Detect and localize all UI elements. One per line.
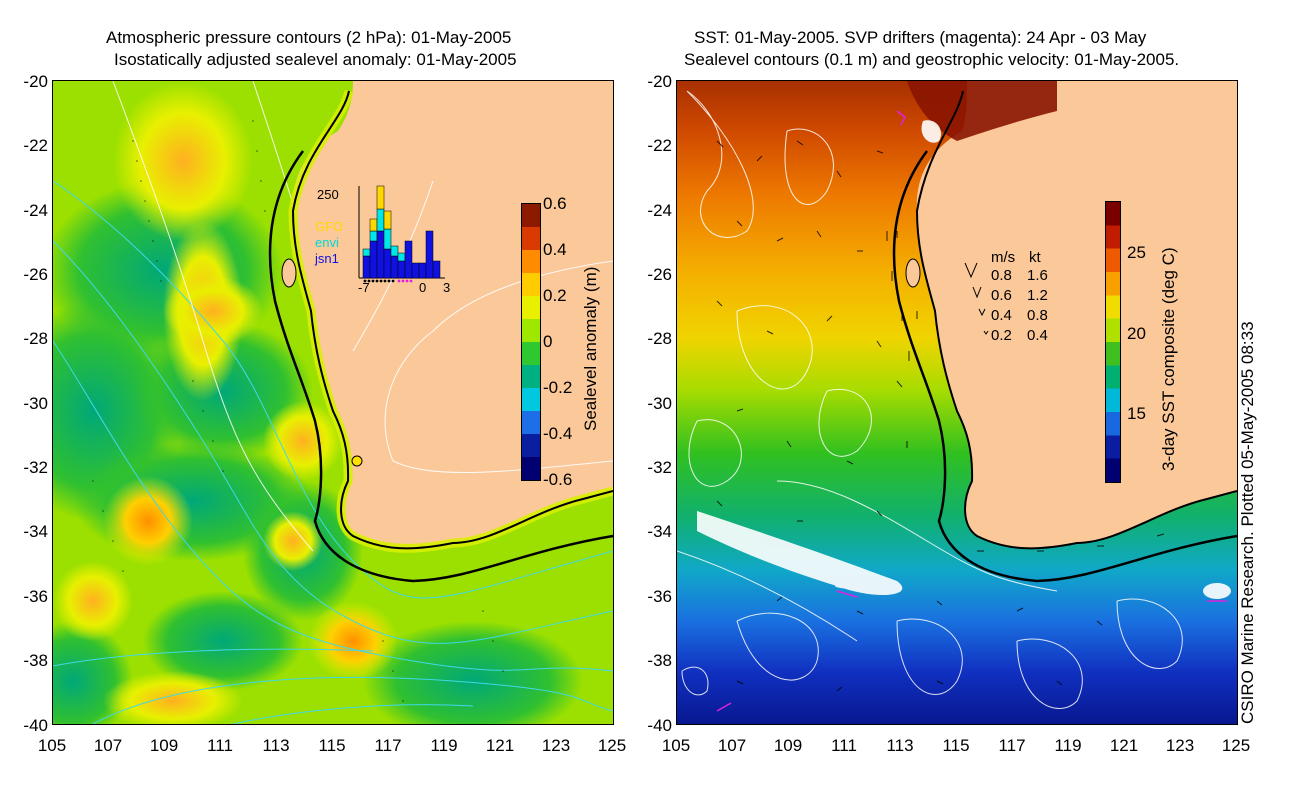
- right-colorbar-label: 3-day SST composite (deg C): [1159, 247, 1178, 471]
- velocity-legend-kt: 1.6: [1027, 267, 1048, 284]
- right-x-tick: 109: [773, 736, 803, 755]
- coastline: [291, 90, 613, 550]
- left-y-tick: -24: [23, 201, 48, 220]
- histogram-legend-jsn1: jsn1: [315, 251, 339, 266]
- left-colorbar-tick: -0.4: [543, 424, 573, 443]
- right-x-tick: 121: [1109, 736, 1139, 755]
- left-x-tick: 115: [318, 736, 346, 755]
- right-y-tick: -36: [647, 587, 672, 606]
- velocity-legend-header-ms: m/s: [991, 249, 1016, 266]
- right-title-line2: Sealevel contours (0.1 m) and geostrophi…: [684, 50, 1180, 69]
- left-x-tick: 123: [541, 736, 571, 755]
- right-x-tick: 113: [886, 736, 914, 755]
- histogram-y-label: 250: [317, 187, 339, 202]
- credit-text: CSIRO Marine Research. Plotted 05-May-20…: [1238, 321, 1257, 724]
- left-y-tick: -32: [23, 458, 48, 477]
- velocity-legend-ms: 0.6: [991, 287, 1012, 304]
- right-y-tick: -22: [647, 136, 672, 155]
- right-y-tick: -26: [647, 265, 672, 284]
- right-colorbar-tick: 25: [1127, 243, 1146, 262]
- observation-marker: [351, 455, 363, 467]
- velocity-legend-kt: 0.4: [1027, 327, 1048, 344]
- left-y-tick: -30: [23, 394, 48, 413]
- right-x-tick: 111: [831, 736, 857, 755]
- right-y-tick: -40: [647, 716, 672, 735]
- velocity-legend-ms: 0.2: [991, 327, 1012, 344]
- left-colorbar-tick: -0.2: [543, 378, 573, 397]
- histogram-x-tick: 0: [419, 280, 427, 295]
- right-x-tick: 117: [998, 736, 1026, 755]
- right-map-panel: m/s kt 0.8 1.6 0.6 1.2 0.4 0.8 0.2 0.4 2…: [676, 80, 1238, 725]
- left-x-tick: 109: [149, 736, 179, 755]
- right-y-tick: -30: [647, 394, 672, 413]
- right-y-tick: -24: [647, 201, 672, 220]
- australia-land-right: [916, 81, 1237, 549]
- right-y-tick: -20: [647, 72, 672, 91]
- right-colorbar: [1105, 201, 1121, 483]
- left-map-panel: 250 GFO envi jsn1 -7 0 3 0.6 0.4 0.2 0 -…: [52, 80, 614, 725]
- left-x-tick: 113: [262, 736, 290, 755]
- histogram-x-tick: 3: [443, 280, 451, 295]
- right-x-tick: 107: [717, 736, 747, 755]
- histogram-x-tick: -7: [358, 280, 370, 295]
- right-x-tick: 119: [1054, 736, 1082, 755]
- right-x-tick: 105: [661, 736, 691, 755]
- left-x-tick: 105: [37, 736, 67, 755]
- left-colorbar-tick: 0: [543, 332, 553, 351]
- left-x-tick: 111: [207, 736, 233, 755]
- pressure-contours: [53, 180, 613, 724]
- velocity-legend-arrows: [964, 262, 989, 335]
- right-y-tick: -28: [647, 329, 672, 348]
- inset-histogram: [358, 185, 445, 283]
- sst-map: [677, 81, 1237, 724]
- right-colorbar-tick: 20: [1127, 324, 1146, 343]
- sealevel-contours: [677, 90, 1183, 709]
- velocity-legend-header-kt: kt: [1029, 249, 1041, 266]
- left-title-line2: Isostatically adjusted sealevel anomaly:…: [114, 50, 517, 69]
- left-colorbar-tick: 0.6: [543, 194, 567, 213]
- left-y-tick: -36: [23, 587, 48, 606]
- left-title-line1: Atmospheric pressure contours (2 hPa): 0…: [106, 28, 512, 47]
- left-y-tick: -26: [23, 265, 48, 284]
- left-colorbar-label: Sealevel anomaly (m): [581, 266, 600, 431]
- left-y-tick: -28: [23, 329, 48, 348]
- right-x-tick: 115: [942, 736, 970, 755]
- left-x-tick: 119: [430, 736, 458, 755]
- left-x-tick: 125: [597, 736, 627, 755]
- left-y-tick: -20: [23, 72, 48, 91]
- velocity-legend-kt: 1.2: [1027, 287, 1048, 304]
- coastline-right: [915, 90, 1237, 550]
- left-y-tick: -38: [23, 651, 48, 670]
- histogram-legend-envi: envi: [315, 235, 339, 250]
- left-colorbar-tick: 0.2: [543, 286, 567, 305]
- velocity-arrows: [716, 140, 1165, 692]
- right-y-tick: -38: [647, 651, 672, 670]
- left-x-tick: 107: [93, 736, 123, 755]
- left-colorbar-tick: -0.6: [543, 470, 573, 489]
- histogram-legend-gfo: GFO: [315, 219, 344, 234]
- right-y-tick: -34: [647, 522, 672, 541]
- velocity-legend-kt: 0.8: [1027, 307, 1048, 324]
- left-y-tick: -34: [23, 522, 48, 541]
- velocity-legend-ms: 0.8: [991, 267, 1012, 284]
- left-x-tick: 121: [485, 736, 515, 755]
- svp-drifter-tracks: [716, 110, 1227, 712]
- left-colorbar: [521, 203, 541, 481]
- right-x-tick: 123: [1165, 736, 1195, 755]
- left-y-tick: -40: [23, 716, 48, 735]
- left-y-tick: -22: [23, 136, 48, 155]
- left-colorbar-tick: 0.4: [543, 240, 567, 259]
- right-y-tick: -32: [647, 458, 672, 477]
- right-colorbar-tick: 15: [1127, 404, 1146, 423]
- left-x-tick: 117: [374, 736, 402, 755]
- right-title-line1: SST: 01-May-2005. SVP drifters (magenta)…: [694, 28, 1147, 47]
- velocity-legend-ms: 0.4: [991, 307, 1012, 324]
- right-x-tick: 125: [1221, 736, 1251, 755]
